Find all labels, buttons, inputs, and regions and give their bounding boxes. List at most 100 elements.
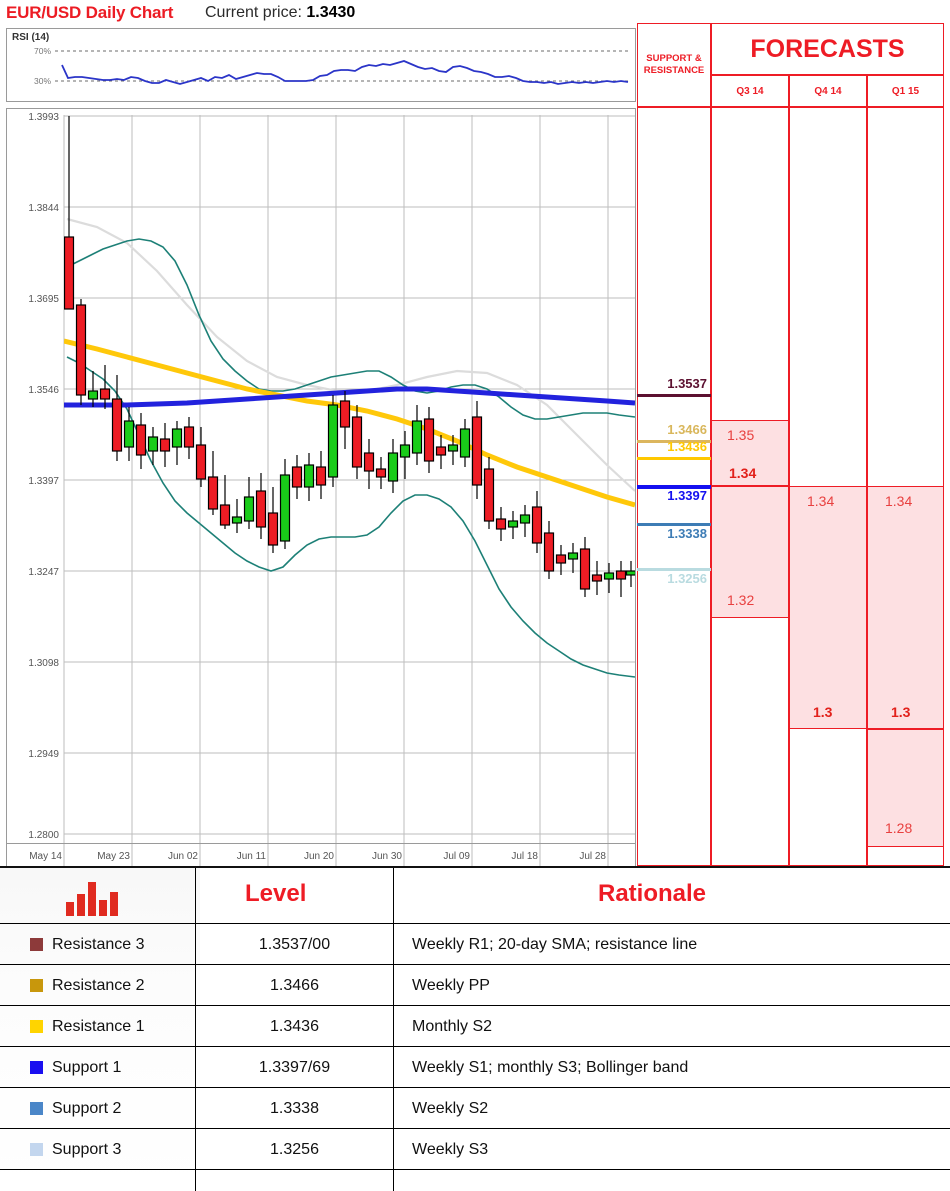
svg-text:Jun 30: Jun 30 [372,851,402,862]
forecast-high-q1-15: 1.34 [885,493,913,509]
level-rationale: Weekly S2 [412,1099,489,1117]
level-color-swatch [30,938,43,951]
svg-text:Jul 28: Jul 28 [579,851,606,862]
quarter-header-q4-14: Q4 14 [789,75,867,107]
candlestick-chart: 1.3993 1.3844 1.3695 1.3546 1.3397 1.324… [28,112,635,843]
level-value-cell: 1.3537/00 [196,924,393,965]
level-value-cell: 1.3397/69 [196,1047,393,1088]
level-rationale-cell: Weekly S1; monthly S3; Bollinger band [394,1047,950,1088]
level-name-cell: Support 3 [0,1129,195,1170]
forecast-divider-q3-14 [711,485,789,487]
current-price-label: Current price: 1.3430 [205,4,355,22]
level-name: Support 1 [52,1058,122,1076]
candlestick-series [64,116,635,597]
grid-horizontal [64,115,635,835]
svg-text:1.3098: 1.3098 [28,658,59,669]
forecast-range-q1-15-upper [867,486,944,729]
sma-yellow-line [64,338,635,508]
table-rule-1 [0,964,950,965]
chart-baseline [0,866,950,868]
svg-text:1.3844: 1.3844 [28,203,59,214]
sr-label-support-2: 1.3338 [667,526,707,541]
table-row: Resistance 2 1.3466 Weekly PP [0,965,950,1006]
level-value: 1.3338 [270,1099,319,1117]
svg-text:1.3247: 1.3247 [28,567,59,578]
table-row: Support 2 1.3338 Weekly S2 [0,1088,950,1129]
page-title: EUR/USD Daily Chart [6,3,174,22]
price-chart-panel: 1.3993 1.3844 1.3695 1.3546 1.3397 1.324… [6,108,636,843]
forecast-high-q4-14: 1.34 [807,493,835,509]
level-rationale: Weekly R1; 20-day SMA; resistance line [412,935,698,953]
rsi-upper-tick: 70% [34,46,51,56]
svg-text:1.2800: 1.2800 [28,830,59,841]
table-rule-5 [0,1128,950,1129]
table-row: Resistance 1 1.3436 Monthly S2 [0,1006,950,1047]
sr-label-resistance-1: 1.3436 [667,439,707,454]
grid-vertical [63,115,609,843]
level-value: 1.3256 [270,1140,319,1158]
level-name: Support 2 [52,1099,122,1117]
table-rule-4 [0,1087,950,1088]
level-value: 1.3537/00 [258,935,331,953]
svg-text:1.3546: 1.3546 [28,385,59,396]
level-name: Resistance 2 [52,976,145,994]
level-name: Resistance 3 [52,935,145,953]
level-value: 1.3466 [270,976,319,994]
current-price-value: 1.3430 [306,4,356,21]
level-name: Resistance 1 [52,1017,145,1035]
svg-text:1.2949: 1.2949 [28,749,59,760]
page-header: EUR/USD Daily Chart Current price: 1.343… [0,0,950,26]
sr-label-support-1: 1.3397 [667,488,707,503]
level-value: 1.3436 [270,1017,319,1035]
x-axis-labels: May 14 May 23 Jun 02 Jun 11 Jun 20 Jun 3… [29,844,609,866]
forecast-low-q1-15: 1.28 [885,820,913,836]
level-name-cell: Resistance 3 [0,924,195,965]
rsi-panel: RSI (14) 70% 30% [6,28,636,102]
level-rationale-cell: Monthly S2 [394,1006,950,1047]
level-color-swatch [30,1020,43,1033]
level-column-header: Level [245,880,307,907]
svg-text:1.3695: 1.3695 [28,294,59,305]
svg-text:1.3397: 1.3397 [28,476,59,487]
table-rule-2 [0,1005,950,1006]
sr-label-resistance-3: 1.3537 [667,376,707,391]
level-rationale-cell: Weekly R1; 20-day SMA; resistance line [394,924,950,965]
table-rule-0 [0,923,950,924]
rsi-label: RSI (14) [12,32,50,43]
quarter-header-q1-15: Q1 15 [867,75,944,107]
level-value-cell: 1.3256 [196,1129,393,1170]
sr-line-support-3 [637,568,711,571]
forecast-mid-q1-15: 1.3 [891,704,911,720]
sr-line-support-1 [637,485,711,489]
svg-text:Jul 18: Jul 18 [511,851,538,862]
sr-line-resistance-2 [637,440,711,443]
sr-label-resistance-2: 1.3466 [667,422,707,437]
forecast-range-q4-14 [789,486,867,729]
table-divider-2 [393,868,394,1191]
level-name: Support 3 [52,1140,122,1158]
svg-text:Jun 20: Jun 20 [304,851,334,862]
svg-text:May 23: May 23 [97,851,130,862]
svg-text:1.3993: 1.3993 [28,112,59,123]
forecasts-header: FORECASTS [711,23,944,75]
level-rationale-cell: Weekly PP [394,965,950,1006]
table-rule-3 [0,1046,950,1047]
level-name-cell: Resistance 2 [0,965,195,1006]
level-value: 1.3397/69 [258,1058,331,1076]
table-rule-6 [0,1169,950,1170]
rsi-chart: 70% 30% [34,46,629,86]
level-name-cell: Support 1 [0,1047,195,1088]
level-color-swatch [30,979,43,992]
svg-text:Jul 09: Jul 09 [443,851,470,862]
svg-text:Jun 02: Jun 02 [168,851,198,862]
rsi-lower-tick: 30% [34,76,51,86]
level-rationale-cell: Weekly S3 [394,1129,950,1170]
levels-legend-table: Level Rationale Resistance 3 1.3537/00 W… [0,868,950,1191]
level-value-cell: 1.3466 [196,965,393,1006]
x-axis-band: May 14 May 23 Jun 02 Jun 11 Jun 20 Jun 3… [6,843,636,867]
current-price-prefix: Current price: [205,4,307,21]
level-rationale-cell: Weekly S2 [394,1088,950,1129]
forecast-low-q3-14: 1.32 [727,592,755,608]
level-value-cell: 1.3436 [196,1006,393,1047]
support-resistance-header-text: SUPPORT & RESISTANCE [643,53,705,76]
